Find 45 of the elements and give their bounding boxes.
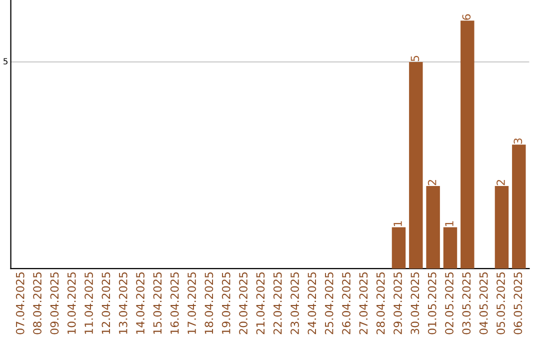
x-tick-label: 21.04.2025 [256, 272, 265, 334]
ref-line-label: 5 [4, 58, 8, 64]
bar [426, 186, 440, 269]
x-tick-label: 11.04.2025 [84, 272, 93, 334]
x-tick-label: 28.04.2025 [376, 272, 385, 334]
data-label: 5 [410, 56, 420, 62]
data-label: 6 [462, 14, 471, 20]
x-tick-label: 03.05.2025 [462, 272, 471, 334]
x-tick-label: 14.04.2025 [136, 272, 144, 334]
x-tick-label: 15.04.2025 [153, 272, 162, 334]
x-tick-label: 27.04.2025 [359, 272, 368, 334]
x-tick-label: 29.04.2025 [394, 272, 402, 334]
bar [512, 144, 526, 269]
bar [392, 227, 406, 269]
x-tick-label: 06.05.2025 [514, 272, 522, 334]
data-label: 2 [428, 180, 436, 186]
x-tick-label: 07.04.2025 [16, 272, 24, 334]
x-tick-label: 23.04.2025 [290, 272, 299, 334]
x-tick-label: 09.04.2025 [50, 272, 59, 334]
x-tick-label: 12.04.2025 [102, 272, 110, 334]
x-tick-label: 10.04.2025 [67, 272, 76, 334]
x-tick-label: 04.05.2025 [479, 272, 488, 334]
bar [460, 20, 474, 269]
bar [494, 186, 509, 269]
x-tick-label: 18.04.2025 [204, 272, 214, 334]
x-tick-label: 24.04.2025 [308, 272, 316, 334]
x-tick-label: 20.04.2025 [239, 272, 248, 334]
data-label: 3 [514, 138, 522, 144]
x-tick-label: 25.04.2025 [324, 272, 334, 334]
x-tick-label: 22.04.2025 [273, 272, 282, 334]
x-tick-label: 08.04.2025 [33, 272, 42, 334]
bar [409, 62, 423, 269]
x-tick-label: 16.04.2025 [170, 272, 179, 334]
x-tick-label: 17.04.2025 [188, 272, 196, 334]
x-tick-label: 19.04.2025 [222, 272, 230, 334]
data-label: 1 [445, 221, 454, 226]
bar [443, 227, 458, 269]
x-tick-label: 30.04.2025 [410, 272, 420, 334]
x-tick-label: 13.04.2025 [118, 272, 128, 334]
x-tick-label: 26.04.2025 [342, 272, 350, 334]
x-tick-label: 02.05.2025 [445, 272, 454, 334]
x-tick-label: 01.05.2025 [428, 272, 436, 334]
data-label: 1 [394, 221, 402, 226]
x-tick-label: 05.05.2025 [496, 272, 505, 334]
data-label: 2 [496, 180, 505, 186]
